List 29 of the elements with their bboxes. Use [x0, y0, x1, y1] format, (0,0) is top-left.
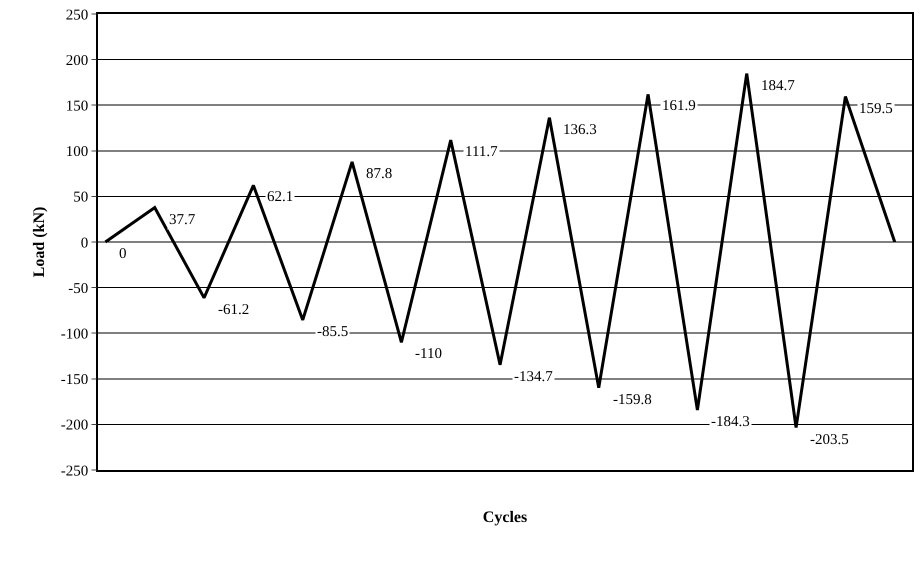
- data-label: -159.8: [613, 392, 652, 408]
- data-label: 37.7: [169, 212, 196, 228]
- data-label: -203.5: [810, 432, 849, 448]
- y-tick-label: -50: [68, 280, 88, 297]
- y-tick-label: 150: [66, 98, 88, 114]
- x-axis-title: Cycles: [482, 508, 528, 526]
- y-tick-label: 250: [66, 7, 88, 24]
- data-label: -110: [415, 346, 442, 362]
- data-label: -61.2: [218, 302, 250, 318]
- y-tick-label: 0: [80, 235, 88, 252]
- data-label: 184.7: [761, 78, 796, 94]
- y-tick-label: 200: [66, 52, 88, 69]
- data-label: 62.1: [267, 189, 294, 205]
- data-label: 136.3: [563, 122, 597, 138]
- data-label: 111.7: [465, 144, 498, 160]
- y-tick-label: 50: [73, 190, 88, 206]
- data-label: -184.3: [711, 414, 750, 430]
- y-tick-label: -250: [60, 463, 88, 480]
- data-label: -85.5: [317, 324, 348, 340]
- data-label: 161.9: [662, 98, 696, 114]
- y-tick-label: -100: [60, 326, 88, 342]
- y-tick-label: -200: [60, 418, 88, 434]
- data-label: 0: [119, 246, 126, 262]
- data-label: -134.7: [514, 369, 554, 385]
- y-tick-label: 100: [66, 144, 88, 160]
- y-axis-title: Load (kN): [31, 206, 48, 278]
- data-label: 159.5: [859, 101, 893, 117]
- y-tick-label: -150: [60, 372, 88, 388]
- data-label: 87.8: [366, 166, 392, 182]
